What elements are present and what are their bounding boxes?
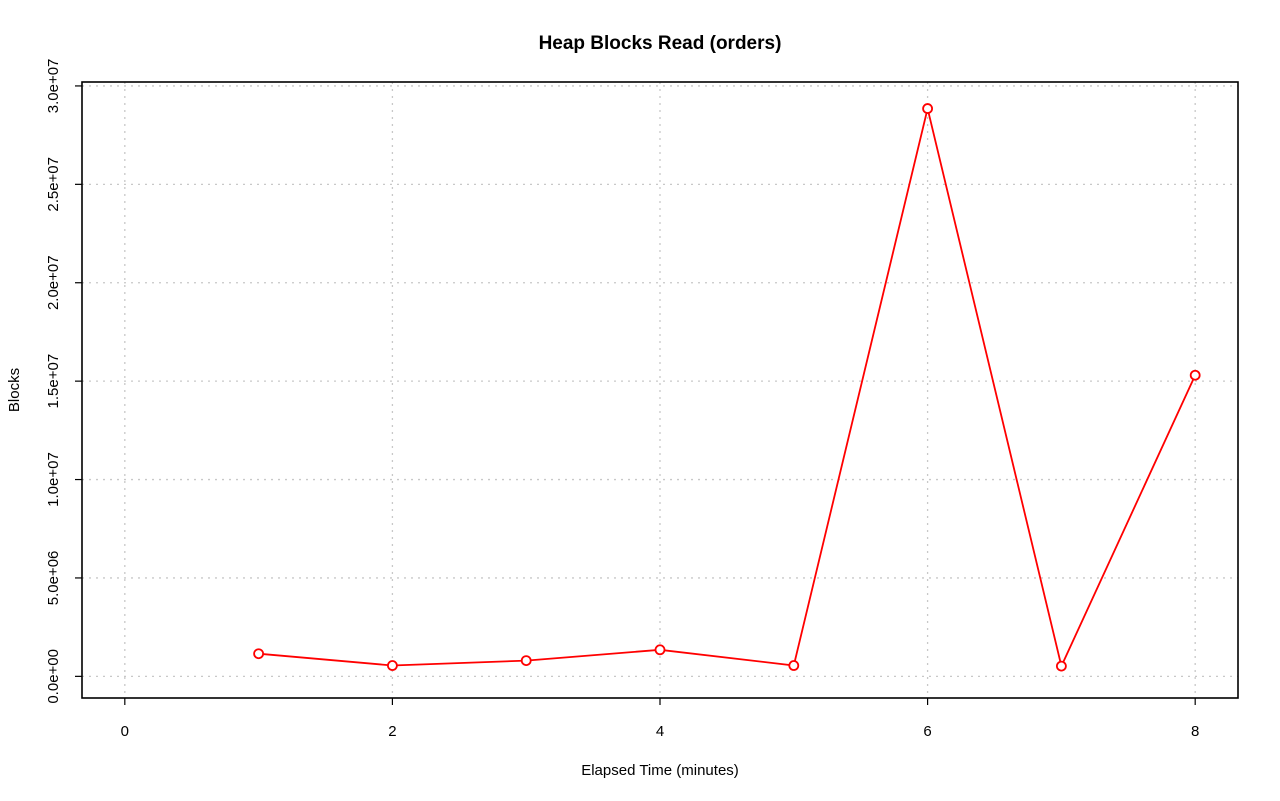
series-line-0 [258,108,1197,669]
y-axis: 0.0e+00 5.0e+06 1.0e+07 1.5e+07 2.0e+07 2.5e+… [45,59,82,704]
x-axis: 0 2 4 6 8 [121,698,1199,740]
y-tick-label-0: 0.0e+00 [45,649,62,704]
series [253,103,1201,672]
y-tick-label-1: 5.0e+06 [45,551,62,606]
x-axis-label: Elapsed Time (minutes) [581,762,739,779]
data-point-0-7 [1189,369,1201,381]
data-point-0-2 [520,655,532,667]
data-point-0-3 [654,644,666,656]
data-point-0-0 [253,648,265,660]
data-point-0-5 [922,103,933,114]
y-tick-label-2: 1.0e+07 [45,452,62,507]
y-tick-label-6: 3.0e+07 [45,59,62,114]
x-tick-label-1: 2 [388,723,396,740]
data-point-0-1 [387,660,398,671]
x-tick-label-4: 8 [1191,723,1199,740]
x-tick-label-0: 0 [121,723,129,740]
chart-title: Heap Blocks Read (orders) [539,33,782,54]
x-tick-label-2: 4 [656,723,664,740]
data-point-0-6 [1055,660,1067,672]
y-axis-label: Blocks [6,368,23,412]
y-tick-label-4: 2.0e+07 [45,255,62,310]
y-tick-label-3: 1.5e+07 [45,354,62,409]
y-tick-label-5: 2.5e+07 [45,157,62,212]
grid [82,82,1238,698]
x-tick-label-3: 6 [923,723,931,740]
data-point-0-4 [788,660,800,671]
